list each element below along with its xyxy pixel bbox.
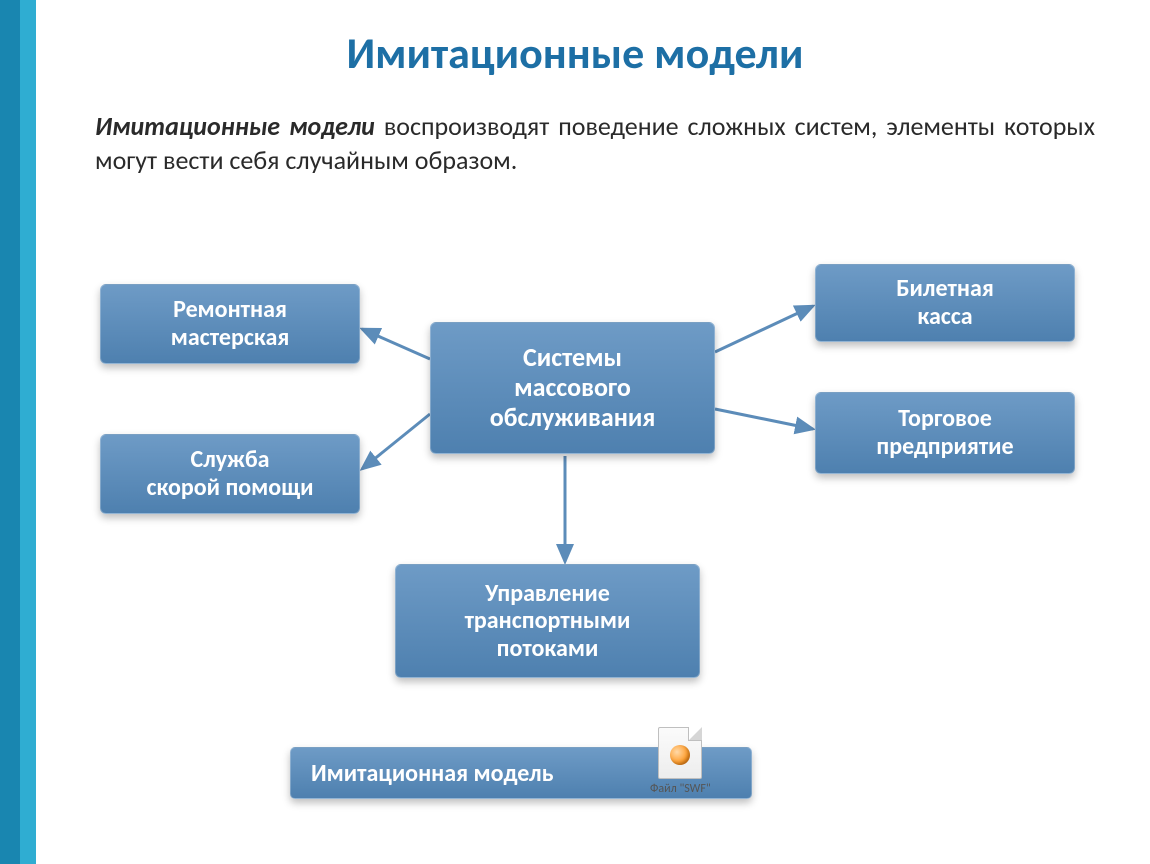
firefox-badge-icon <box>670 745 690 765</box>
node-repair: Ремонтная мастерская <box>100 284 360 364</box>
file-icon <box>658 727 702 779</box>
arrow-3 <box>715 409 813 429</box>
arrow-0 <box>362 329 430 359</box>
arrow-2 <box>715 306 813 352</box>
left-accent-strip <box>0 0 36 864</box>
node-traffic: Управление транспортными потоками <box>395 564 700 678</box>
bottom-bar-label: Имитационная модель <box>311 759 553 788</box>
slide-intro: Имитационные модели воспроизводят поведе… <box>95 110 1095 178</box>
file-caption: Файл "SWF" <box>650 782 711 796</box>
node-center: Системы массового обслуживания <box>430 322 715 454</box>
arrow-1 <box>362 414 430 469</box>
accent-dark <box>0 0 20 864</box>
diagram-area: Системы массового обслуживания Ремонтная … <box>60 264 1110 724</box>
slide-title: Имитационные модели <box>0 0 1150 80</box>
node-ambulance: Служба скорой помощи <box>100 434 360 514</box>
swf-file-icon[interactable]: Файл "SWF" <box>650 727 711 796</box>
file-fold-corner <box>688 727 702 741</box>
intro-term: Имитационные модели <box>95 110 375 142</box>
node-trade: Торговое предприятие <box>815 392 1075 474</box>
node-ticket: Билетная касса <box>815 264 1075 342</box>
